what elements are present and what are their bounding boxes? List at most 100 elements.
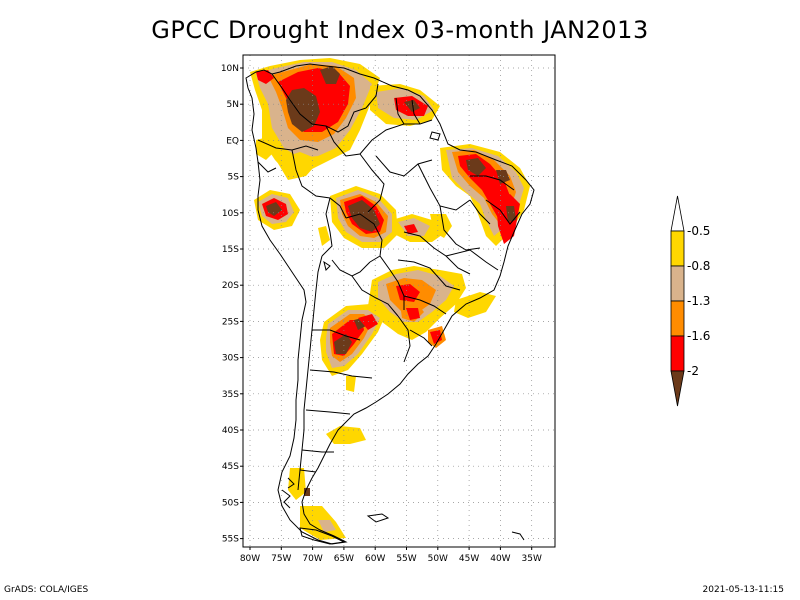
legend-band-below-minus-2 [670,370,685,407]
lat-tick-label: 5N [227,100,239,110]
border-brazil-interior-1 [375,155,433,177]
footer-timestamp: 2021-05-13-11:15 [702,585,785,595]
shade-central-brown [348,200,380,232]
legend-band-minus-0.8-to-1.3 [670,265,685,302]
lon-tick-label: 50W [428,554,448,564]
lat-tick-label: 10S [222,209,239,219]
border-guyana-suriname [395,97,405,125]
shade-ne-brown2 [496,170,510,184]
border-argentina-paraguay [351,275,399,317]
border-argentina-interior-2 [309,369,373,379]
south-georgia [511,531,525,541]
legend-tick-label: -1.6 [687,329,710,343]
border-brazil-interior-11 [469,199,491,225]
shade-north-brown2 [320,66,340,84]
map-title: GPCC Drought Index 03-month JAN2013 [151,16,649,44]
lon-tick-label: 45W [459,554,479,564]
chile-fjord-1 [281,489,291,509]
chile-fjord-2 [287,477,295,489]
lon-tick-label: 70W [302,554,322,564]
lat-tick-label: 10N [221,64,239,74]
shade-arg-yellow2 [346,376,356,392]
footer-credit: GrADS: COLA/IGES [4,585,89,595]
border-brazil-interior-9 [445,249,499,271]
lat-tick-label: 50S [222,498,239,508]
shade-vz-west-red [256,70,274,84]
map-frame [242,54,556,548]
legend-tick-label: -0.8 [687,259,710,273]
shade-ne-brown3 [506,206,516,222]
border-venezuela-guyana [365,83,379,109]
border-brazil-north [325,119,433,157]
latitude-labels: 10N 5N EQ 5S 10S 15S 20S 25S 30S 35S 40S 45S 50S 55S [221,64,243,545]
shade-east-yellow2 [430,214,452,238]
legend-tick-label: -1.3 [687,294,710,308]
border-brazil-interior-4 [439,205,481,251]
legend-tick-label: -0.5 [687,224,710,238]
shade-cen-east-red [404,224,418,234]
shade-small-yellow-1 [318,226,330,246]
lon-tick-label: 75W [271,554,291,564]
continent-outline [245,63,535,545]
lat-tick-label: 30S [222,354,239,364]
lon-tick-label: 80W [240,554,260,564]
lake-titicaca [323,260,331,271]
border-peru-bolivia [321,197,333,257]
border-brazil-interior-3 [470,175,515,191]
legend-tick-label: -2 [687,364,699,378]
border-brazil-interior-10 [359,153,385,213]
lat-tick-label: 55S [222,535,239,545]
border-argentina-interior-5 [299,469,317,473]
shade-coast-yellow [454,292,496,318]
shade-coast-red [430,330,442,344]
border-argentina-uruguay [397,315,411,363]
lat-tick-label: 5S [228,173,240,183]
lon-tick-label: 55W [396,554,416,564]
shade-ne-brown [466,158,486,176]
shade-pat-yellow [326,426,366,444]
legend-colorbar: -0.5 -0.8 -1.3 -1.6 -2 [670,195,710,407]
shade-se-red2 [406,308,420,320]
border-argentina-interior-4 [301,449,334,453]
map-grid [243,55,555,547]
border-uruguay-brazil [409,329,433,347]
border-bolivia-brazil [345,213,383,263]
fuego-island [299,527,346,545]
lon-tick-label: 65W [334,554,354,564]
border-peru-brazil [291,149,347,219]
border-colombia-venezuela [271,73,367,133]
border-brazil-interior-7 [403,295,447,315]
lat-tick-label: 35S [222,390,239,400]
shade-amazon-w-yellow [256,136,276,160]
lat-tick-label: 15S [222,245,239,255]
lat-tick-label: 20S [222,281,239,291]
longitude-labels: 80W 75W 70W 65W 60W 55W 50W 45W 40W 35W [240,547,542,564]
lon-tick-label: 60W [365,554,385,564]
marajo-island [429,131,441,141]
border-paraguay-brazil [379,255,405,310]
shade-pat-yellow2 [288,468,306,500]
legend-band-above-minus-0.5 [670,195,685,232]
border-suriname-fguiana [411,99,421,125]
border-argentina-interior-3 [305,409,351,415]
lat-tick-label: 25S [222,317,239,327]
lon-tick-label: 40W [490,554,510,564]
legend-band-minus-1.6-to-2 [670,335,685,372]
falklands [366,513,390,523]
shade-se-red [396,284,420,302]
border-brazil-interior-5 [403,231,471,275]
lat-tick-label: EQ [226,136,239,146]
lat-tick-label: 40S [222,426,239,436]
border-argentina-interior-1 [312,329,361,341]
lon-tick-label: 35W [522,554,542,564]
shade-pat-tan [318,520,336,532]
drought-shading [250,58,530,540]
legend-band-minus-0.5-to-0.8 [670,230,685,267]
legend-band-minus-1.3-to-1.6 [670,300,685,337]
shade-guiana-brown [404,100,420,112]
border-brazil-interior-8 [485,199,521,225]
border-brazil-interior-6 [397,259,461,291]
lat-tick-label: 45S [222,462,239,472]
shade-arg-brown [334,334,352,354]
